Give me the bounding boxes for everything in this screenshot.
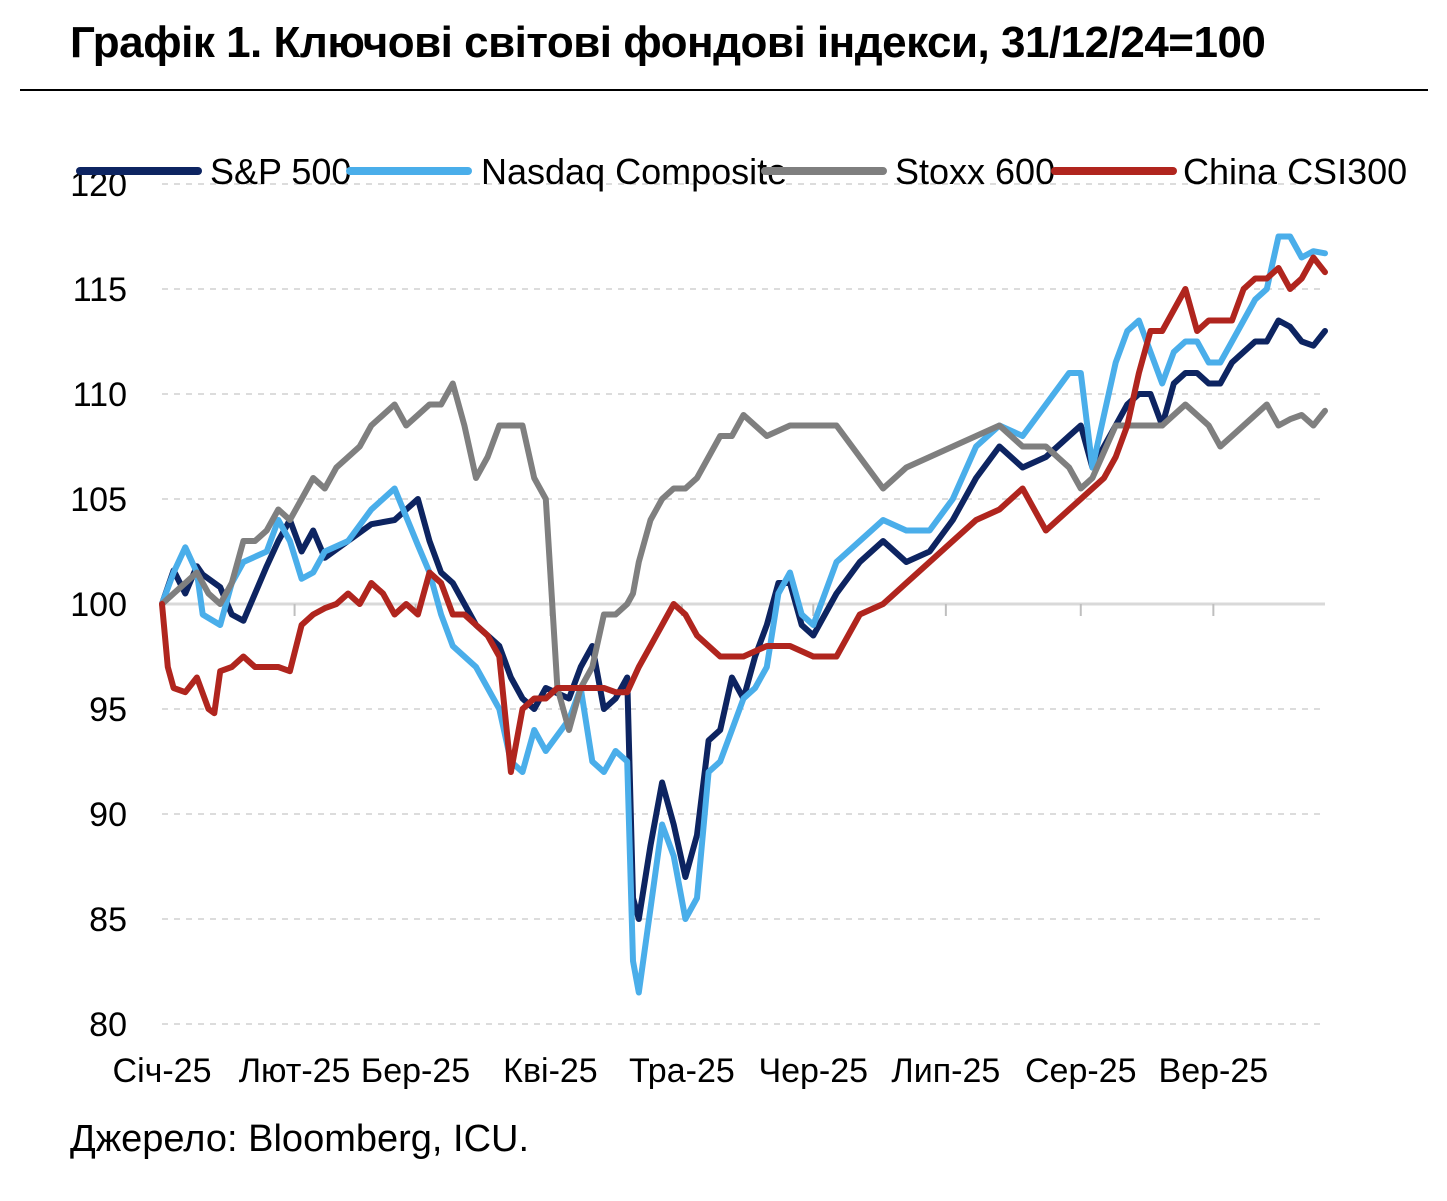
y-tick-label: 80 [89,1006,127,1044]
y-tick-label: 95 [89,691,127,729]
series-line-1 [159,233,1328,996]
y-tick-label: 115 [73,271,127,309]
x-tick-label: Бер-25 [361,1052,470,1090]
x-tick-label: Січ-25 [113,1052,212,1090]
x-axis: Січ-25 Лют-25 Бер-25 Кві-25 Тра-25 Чер-25 Лип-… [113,604,1269,1090]
x-tick-label: Кві-25 [503,1052,598,1090]
legend-label: Stoxx 600 [895,151,1055,192]
y-tick-label: 100 [70,586,127,624]
legend-label: China CSI300 [1183,151,1407,192]
series-line-3 [159,254,1328,775]
y-tick-label: 105 [70,481,127,519]
series-lines [159,233,1328,996]
legend-label: Nasdaq Composite [481,151,787,192]
x-tick-label: Вер-25 [1159,1052,1269,1090]
title-rule [20,89,1428,91]
page-title: Графік 1. Ключові світові фондові індекс… [70,18,1266,67]
y-tick-label: 110 [73,376,127,414]
y-tick-label: 85 [89,901,127,939]
x-tick-label: Тра-25 [629,1052,735,1090]
y-tick-label: 90 [89,796,127,834]
x-tick-label: Чер-25 [758,1052,868,1090]
source-note: Джерело: Bloomberg, ICU. [70,1118,530,1160]
legend: S&P 500 Nasdaq Composite Stoxx 600 China CS… [76,151,1407,192]
x-tick-label: Лип-25 [891,1052,1000,1090]
series-line-0 [159,317,1328,922]
series-line-2 [159,380,1328,733]
x-tick-label: Сер-25 [1025,1052,1137,1090]
legend-label: S&P 500 [210,151,351,192]
x-tick-label: Лют-25 [239,1052,351,1090]
